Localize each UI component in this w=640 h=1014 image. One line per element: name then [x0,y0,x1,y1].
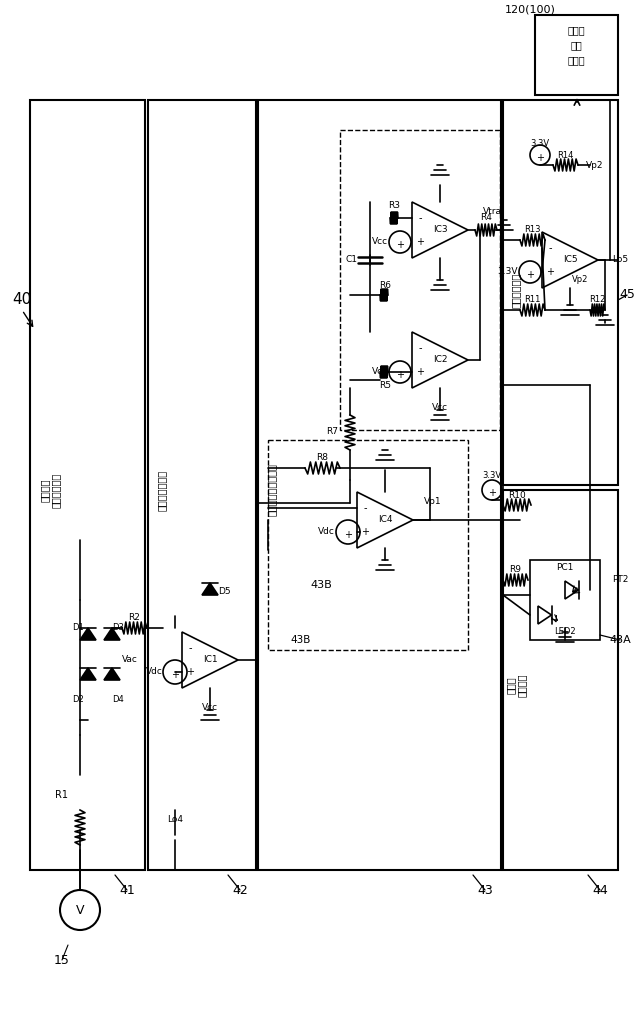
Text: C1: C1 [346,256,358,265]
Text: Vac: Vac [122,655,138,664]
Text: R6: R6 [379,281,391,290]
Text: +: + [416,367,424,377]
Text: +: + [396,370,404,380]
Text: +: + [526,270,534,280]
Text: 15: 15 [54,953,70,966]
Text: R9: R9 [509,566,521,575]
Text: IC3: IC3 [433,225,447,234]
Text: +: + [488,488,496,498]
Text: 波形整形回路: 波形整形回路 [511,273,521,307]
Text: -: - [419,213,422,223]
Bar [503,490,618,870]
Bar [340,130,500,430]
Text: R14: R14 [557,150,573,159]
Polygon shape [104,668,120,680]
Text: +: + [416,237,424,247]
Text: LED2: LED2 [554,628,576,637]
Text: 電圧: 電圧 [570,40,582,50]
Text: -: - [419,343,422,353]
Text: 41: 41 [119,883,135,896]
Text: Vdc: Vdc [146,667,163,676]
Polygon shape [104,628,120,640]
Text: 電圧パルス変換回路: 電圧パルス変換回路 [267,463,277,516]
Text: +: + [536,153,544,163]
Text: R4: R4 [480,214,492,222]
Text: D5: D5 [218,587,230,596]
Polygon shape [80,668,96,680]
Text: R3: R3 [388,201,400,210]
Text: IC1: IC1 [203,655,218,664]
Text: Vcc: Vcc [432,404,448,413]
Bar [148,100,256,870]
Text: 3.3V: 3.3V [483,472,502,481]
Text: パルス
伝達回路: パルス 伝達回路 [505,673,527,697]
Text: D2: D2 [72,696,84,705]
Text: Lo5: Lo5 [612,256,628,265]
Text: 45: 45 [619,289,635,301]
Text: -: - [364,503,367,513]
Text: Vcc: Vcc [372,237,388,246]
Text: Vp2: Vp2 [572,276,588,285]
Text: V: V [76,903,84,917]
Text: 43A: 43A [609,635,631,645]
Text: +: + [171,670,179,680]
Text: +: + [186,667,194,677]
Text: R2: R2 [128,613,140,623]
Text: 過電圧抑制回路: 過電圧抑制回路 [157,469,167,511]
Text: PC1: PC1 [556,564,573,573]
Text: Vcc: Vcc [202,704,218,713]
Text: 変換部: 変換部 [567,55,585,65]
Bar [30,100,145,870]
Text: Vtra: Vtra [483,208,502,217]
Text: 44: 44 [592,883,608,896]
Text: 42: 42 [232,883,248,896]
Text: +: + [396,240,404,250]
Text: R8: R8 [316,452,328,461]
Bar [503,100,618,485]
Text: R10: R10 [508,491,526,500]
Text: 43B: 43B [310,580,332,590]
Text: 40: 40 [12,292,31,307]
Text: R5: R5 [379,380,391,389]
Bar [258,100,501,870]
Text: D4: D4 [112,696,124,705]
Text: +: + [344,530,352,540]
Text: R13: R13 [524,224,540,233]
Bar [530,560,600,640]
Polygon shape [80,628,96,640]
Text: Vp2: Vp2 [586,160,604,169]
Text: 3.3V: 3.3V [497,268,518,277]
Text: Vp1: Vp1 [424,498,442,507]
Bar [535,15,618,95]
Text: R11: R11 [524,294,540,303]
Text: 120(100): 120(100) [504,5,556,15]
Text: -: - [548,243,552,254]
Text: Vcc: Vcc [372,367,388,376]
Text: パルス: パルス [567,25,585,35]
Text: R7: R7 [326,428,338,436]
Text: IC2: IC2 [433,356,447,364]
Text: R1: R1 [55,790,68,800]
Text: R12: R12 [589,294,605,303]
Text: PT2: PT2 [612,576,628,584]
Text: 43B: 43B [290,635,310,645]
Text: D1: D1 [72,624,84,633]
Text: +: + [361,527,369,537]
Text: +: + [546,267,554,277]
Text: -: - [188,643,192,653]
Text: Vdc: Vdc [318,527,335,536]
Text: Lo4: Lo4 [167,815,183,824]
Text: 3.3V: 3.3V [531,139,550,147]
Text: D3: D3 [112,624,124,633]
Bar [268,440,468,650]
Text: 交流電圧
整流降圧回路: 交流電圧 整流降圧回路 [39,473,61,508]
Text: IC5: IC5 [563,256,577,265]
Polygon shape [202,583,218,595]
Text: 43: 43 [477,883,493,896]
Text: IC4: IC4 [378,515,392,524]
